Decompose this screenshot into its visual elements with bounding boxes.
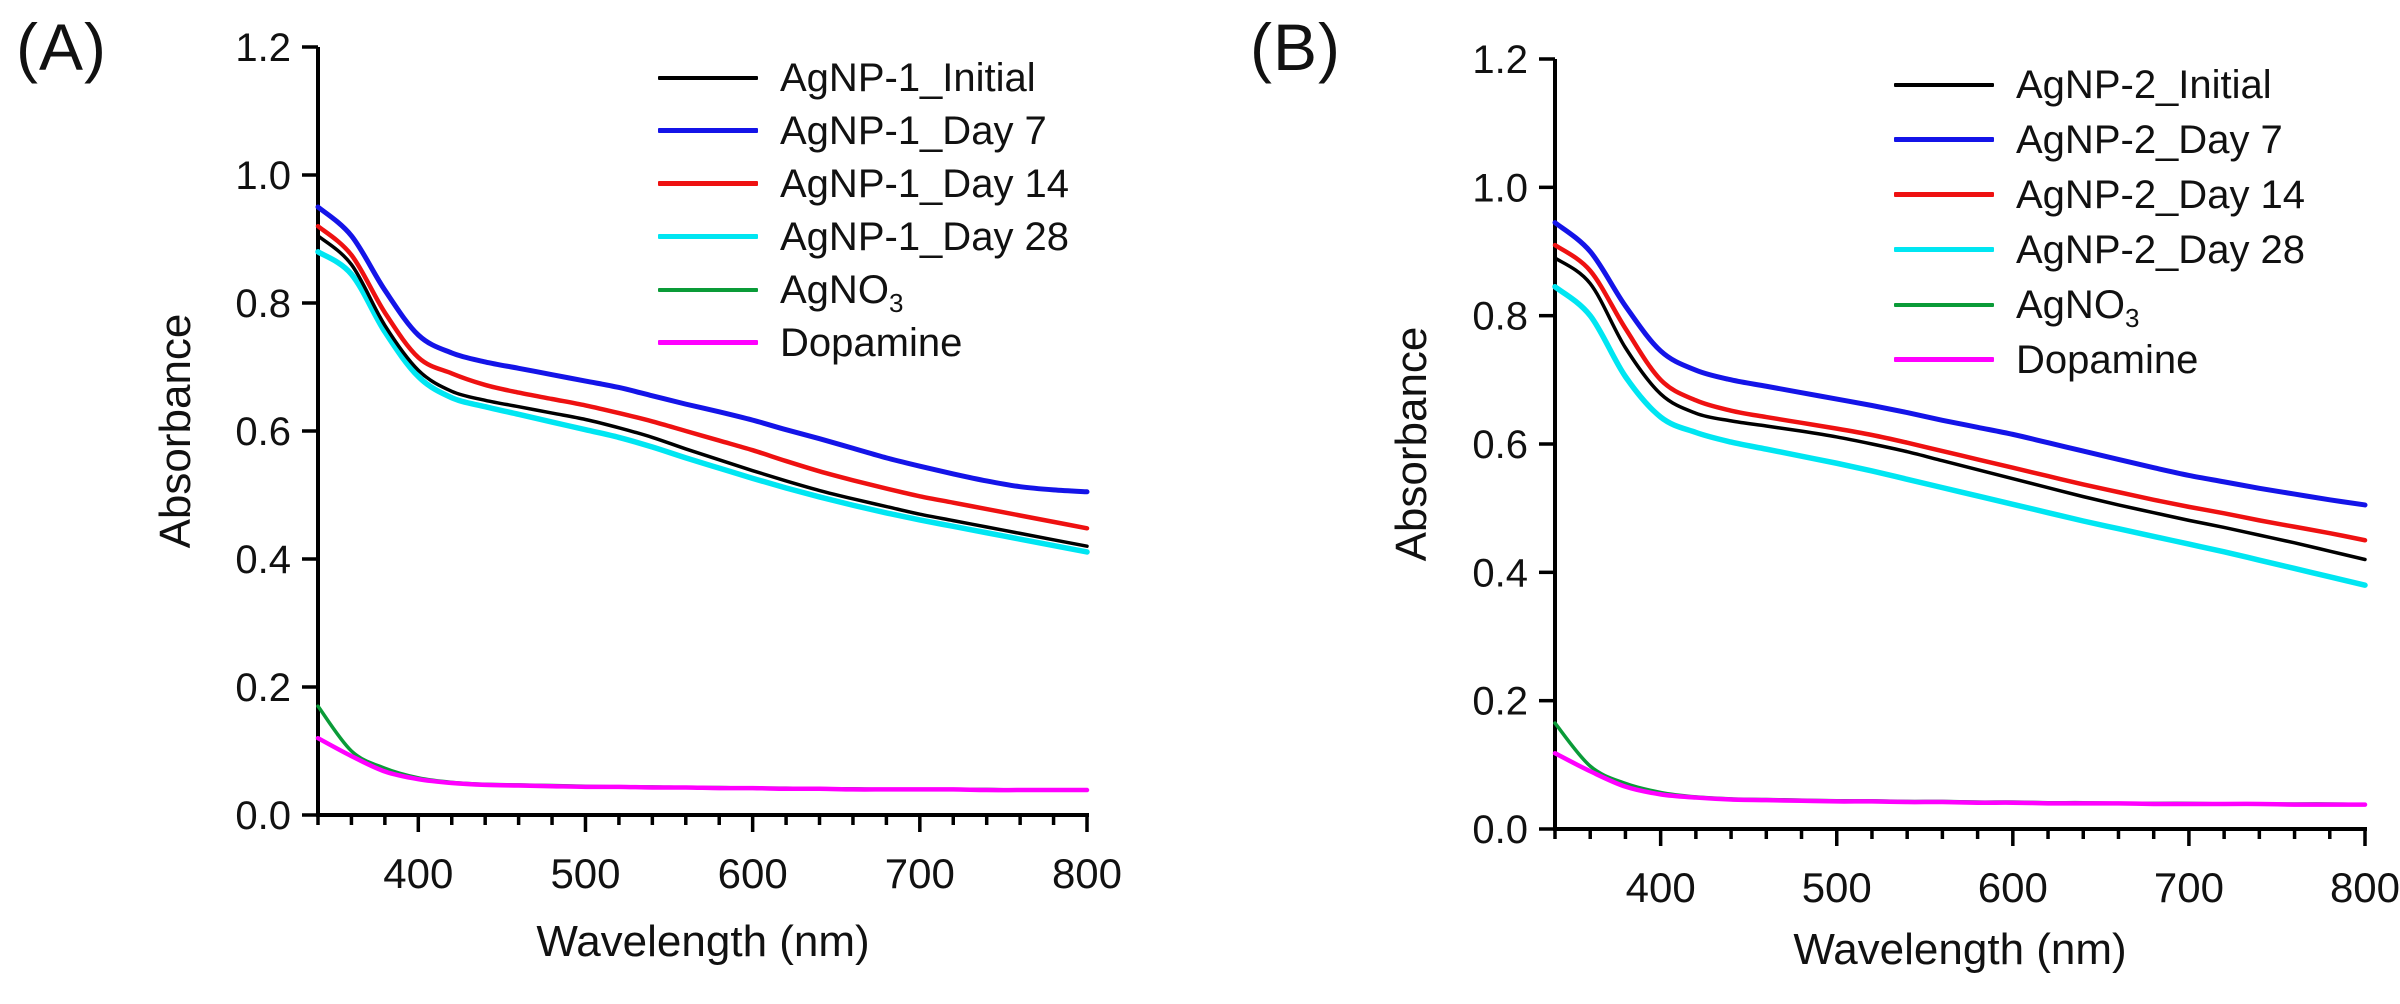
panel-a-x-axis-title: Wavelength (nm) [536, 917, 870, 966]
y-tick-label: 0.0 [235, 794, 291, 838]
x-tick-label: 600 [1978, 864, 2048, 911]
legend-line-swatch [1894, 302, 1994, 307]
y-tick-label: 0.4 [1472, 551, 1528, 595]
legend-item: AgNP-1_Day 14 [658, 157, 1069, 210]
legend-item: AgNP-1_Initial [658, 51, 1069, 104]
y-tick-label: 0.8 [1472, 295, 1528, 339]
panel-a-y-axis-title: Absorbance [151, 313, 200, 549]
y-tick-label: 0.6 [235, 410, 291, 454]
panel-b-legend: AgNP-2_Initial AgNP-2_Day 7 AgNP-2_Day 14 A… [1894, 57, 2305, 387]
x-tick-label: 400 [383, 850, 453, 897]
curve-AgNP-1_Day 7 [315, 204, 1090, 495]
legend-line-swatch [658, 128, 758, 133]
legend-line-swatch [1894, 82, 1994, 87]
y-tick-label: 1.0 [1472, 166, 1528, 210]
legend-label: Dopamine [780, 320, 963, 365]
panel-a-plot: 0.0 0.2 0.4 0.6 0.8 1.0 1.2 400 500 600 700 800 [235, 26, 1122, 897]
legend-label: AgNP-2_Initial [2016, 62, 2272, 107]
curve-AgNP-2_Day 7 [1552, 220, 2368, 508]
legend-label: AgNP-1_Day 14 [780, 161, 1070, 206]
legend-line-swatch [658, 181, 758, 186]
x-tick-label: 800 [1052, 850, 1122, 897]
curve-AgNP-2_Day 14 [1552, 242, 2368, 543]
x-tick-label: 600 [718, 850, 788, 897]
legend-item: AgNP-2_Day 7 [1894, 112, 2305, 167]
legend-label-subscript: 3 [888, 287, 904, 318]
x-tick-label: 700 [2154, 864, 2224, 911]
panel-a-label: (A) [16, 10, 107, 84]
legend-line-swatch [1894, 192, 1994, 197]
x-tick-label: 400 [1626, 864, 1696, 911]
x-tick-label: 800 [2330, 864, 2400, 911]
legend-label: AgNP-2_Day 28 [2016, 227, 2306, 272]
legend-line-swatch [658, 340, 758, 345]
curve-AgNP-1_Day 28 [315, 249, 1090, 555]
legend-label: AgNP-2_Day 7 [2016, 117, 2283, 162]
legend-label: AgNP-1_Initial [780, 55, 1036, 100]
curve-AgNP-2_Initial [1553, 256, 2367, 562]
y-tick-label: 0.0 [1472, 808, 1528, 852]
legend-line-swatch [1894, 137, 1994, 142]
panel-b-x-axis-title: Wavelength (nm) [1793, 925, 2127, 974]
legend-line-swatch [1894, 246, 1994, 253]
legend-line-swatch [658, 75, 758, 80]
y-tick-label: 0.2 [235, 666, 291, 710]
legend-label: AgNP-2_Day 14 [2016, 172, 2306, 217]
curve-AgNP-2_Day 28 [1552, 284, 2368, 588]
panel-b-plot: 0.0 0.2 0.4 0.6 0.8 1.0 1.2 400 500 600 700 800 [1472, 38, 2400, 911]
y-tick-label: 0.2 [1472, 680, 1528, 724]
legend-item: Dopamine [658, 316, 1069, 369]
curve-AgNP-1_Initial [316, 234, 1089, 548]
curve-AgNP-1_Day 14 [315, 223, 1090, 531]
legend-item: AgNP-1_Day 7 [658, 104, 1069, 157]
legend-item: Dopamine [1894, 332, 2305, 387]
panel-a-legend: AgNP-1_Initial AgNP-1_Day 7 AgNP-1_Day 14 A… [658, 51, 1069, 369]
legend-line-swatch [658, 287, 758, 292]
legend-label: AgNP-1_Day 28 [780, 214, 1070, 259]
legend-label: Dopamine [2016, 337, 2199, 382]
legend-line-swatch [1894, 357, 1994, 362]
y-tick-label: 0.8 [235, 282, 291, 326]
legend-item: AgNP-2_Initial [1894, 57, 2305, 112]
legend-label: AgNO3 [2016, 282, 2140, 333]
curve-AgNO3 [316, 704, 1089, 792]
legend-label: AgNO3 [780, 267, 904, 318]
x-tick-label: 700 [885, 850, 955, 897]
legend-item: AgNP-2_Day 14 [1894, 167, 2305, 222]
x-tick-label: 500 [550, 850, 620, 897]
x-tick-label: 500 [1802, 864, 1872, 911]
legend-line-swatch [658, 233, 758, 240]
legend-label-subscript: 3 [2124, 302, 2140, 333]
panel-b-label: (B) [1250, 10, 1341, 84]
legend-item: AgNP-1_Day 28 [658, 210, 1069, 263]
panel-b-y-axis-title: Absorbance [1387, 326, 1436, 562]
y-tick-label: 1.2 [235, 26, 291, 70]
curve-AgNO3 [1553, 721, 2367, 807]
y-tick-label: 0.6 [1472, 423, 1528, 467]
y-tick-label: 0.4 [235, 538, 291, 582]
curve-Dopamine [315, 735, 1090, 793]
legend-item: AgNP-2_Day 28 [1894, 222, 2305, 277]
legend-item: AgNO3 [658, 263, 1069, 316]
y-tick-label: 1.0 [235, 154, 291, 198]
curve-Dopamine [1552, 751, 2368, 807]
legend-label: AgNP-1_Day 7 [780, 108, 1047, 153]
legend-item: AgNO3 [1894, 277, 2305, 332]
y-tick-label: 1.2 [1472, 38, 1528, 82]
